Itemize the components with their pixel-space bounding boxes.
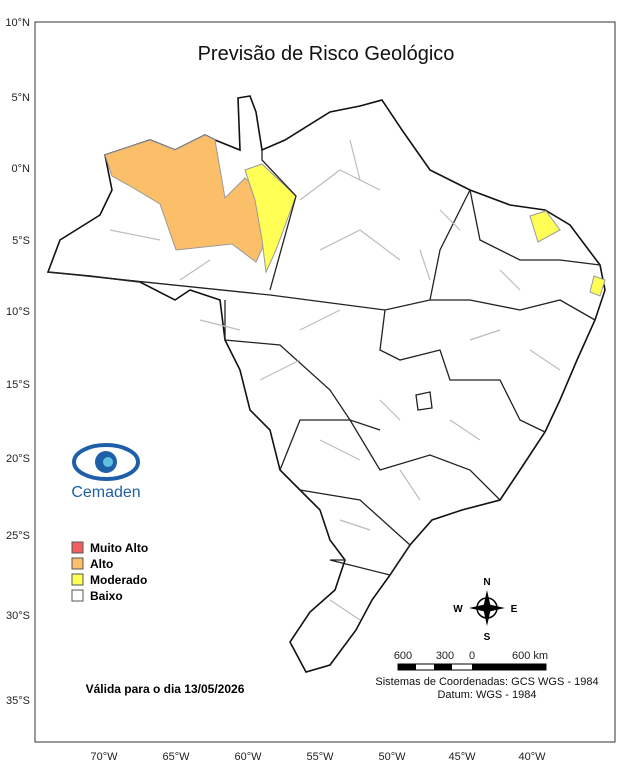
region-moderado	[589, 275, 606, 297]
lon-label: 55°W	[306, 751, 334, 763]
lat-axis: 10°N 5°N 0°N 5°S 10°S 15°S 20°S 25°S 30°…	[5, 17, 30, 707]
legend-swatch	[71, 541, 84, 554]
map-title: Previsão de Risco Geológico	[198, 43, 455, 65]
logo: Cemaden	[71, 443, 141, 501]
lon-label: 50°W	[378, 751, 406, 763]
brazil	[46, 95, 606, 673]
lon-label: 40°W	[518, 751, 546, 763]
scale-seg	[398, 664, 416, 670]
scale-label: 0	[469, 650, 475, 662]
legend-label: Baixo	[90, 589, 123, 603]
compass-star	[469, 590, 505, 626]
lon-axis: 70°W 65°W 60°W 55°W 50°W 45°W 40°W	[90, 751, 546, 763]
compass-w: W	[453, 604, 463, 615]
lat-label: 15°S	[6, 379, 30, 391]
coord-system: Sistemas de Coordenadas: GCS WGS - 1984	[375, 676, 598, 688]
lat-label: 5°N	[12, 92, 31, 104]
compass-s: S	[484, 632, 491, 643]
lon-label: 65°W	[162, 751, 190, 763]
region-moderado	[244, 163, 297, 274]
scale-seg	[472, 664, 546, 670]
scale-label: 600 km	[512, 650, 548, 662]
scale-seg	[434, 664, 452, 670]
datum: Datum: WGS - 1984	[437, 689, 536, 701]
state-borders	[47, 139, 601, 621]
legend: Muito Alto Alto Moderado Baixo	[71, 541, 148, 603]
lat-label: 5°S	[12, 235, 30, 247]
legend-label: Moderado	[90, 573, 147, 587]
legend-label: Alto	[90, 557, 113, 571]
valid-date: Válida para o dia 13/05/2026	[86, 682, 245, 696]
lat-label: 30°S	[6, 610, 30, 622]
lon-label: 60°W	[234, 751, 262, 763]
lon-label: 70°W	[90, 751, 118, 763]
scale-label: 600	[394, 650, 412, 662]
legend-swatch	[71, 573, 84, 586]
legend-label: Muito Alto	[90, 541, 148, 555]
scale-label: 300	[436, 650, 454, 662]
legend-swatch	[71, 589, 84, 602]
lat-label: 25°S	[6, 530, 30, 542]
region-moderado	[529, 210, 561, 243]
lat-label: 10°S	[6, 306, 30, 318]
scale-bar: 600 300 0 600 km	[394, 650, 548, 671]
legend-swatch	[71, 557, 84, 570]
compass: N S E W	[453, 577, 517, 643]
lat-label: 0°N	[12, 163, 31, 175]
lon-label: 45°W	[448, 751, 476, 763]
lat-label: 20°S	[6, 453, 30, 465]
compass-n: N	[483, 577, 490, 588]
compass-e: E	[511, 604, 518, 615]
logo-pupil	[103, 457, 113, 467]
lat-label: 10°N	[5, 17, 30, 29]
logo-text: Cemaden	[71, 484, 140, 501]
lat-label: 35°S	[6, 695, 30, 707]
